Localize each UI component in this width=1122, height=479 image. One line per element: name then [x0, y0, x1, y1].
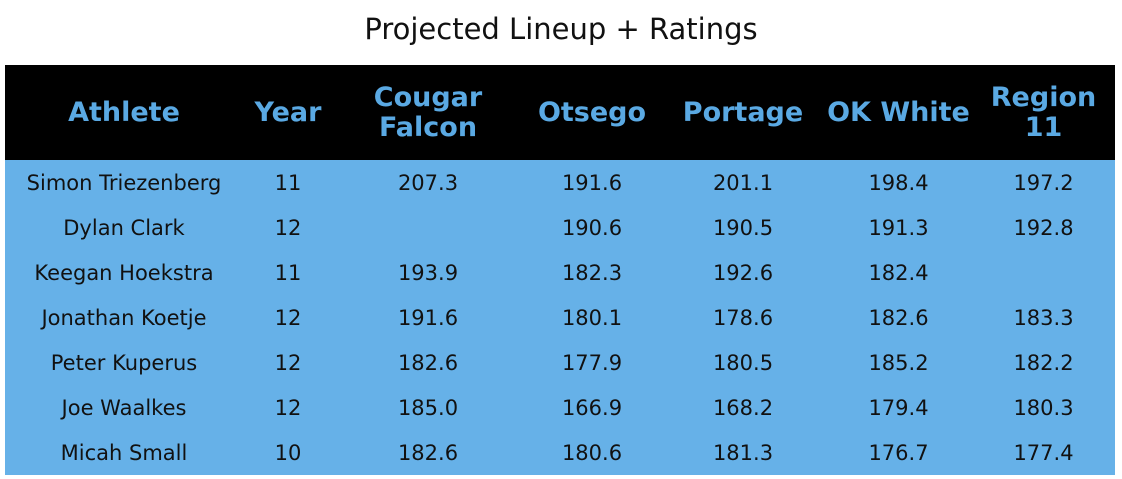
cell-ok-white: 185.2	[868, 350, 929, 375]
cell-year: 11	[274, 170, 302, 195]
cell-cougar-falcon	[333, 205, 523, 250]
cell-ok-white: 176.7	[868, 440, 929, 465]
column-header-ok-white: OK White	[827, 96, 970, 128]
cell-otsego: 191.6	[561, 170, 623, 195]
column-header-athlete: Athlete	[68, 96, 180, 128]
column-header-region-11: Region 11	[990, 81, 1097, 143]
cell-region-11: 183.3	[1013, 305, 1074, 330]
cell-region-11: 197.2	[1013, 170, 1074, 195]
cell-ok-white: 182.4	[868, 260, 929, 285]
cell-region-11	[972, 250, 1115, 295]
cell-otsego: 190.6	[561, 215, 623, 240]
cell-athlete: Dylan Clark	[63, 215, 185, 240]
cell-portage: 192.6	[712, 260, 774, 285]
cell-portage: 190.5	[712, 215, 774, 240]
column-header-otsego: Otsego	[537, 96, 647, 128]
cell-athlete: Keegan Hoekstra	[34, 260, 214, 285]
cell-year: 11	[274, 260, 302, 285]
column-header-portage: Portage	[682, 96, 804, 128]
cell-region-11: 192.8	[1013, 215, 1074, 240]
column-header-cougar-falcon: Cougar Falcon	[333, 65, 523, 160]
cell-year: 12	[274, 395, 302, 420]
cell-region-11: 180.3	[1013, 395, 1074, 420]
cell-athlete: Micah Small	[60, 440, 188, 465]
table-row: Micah Small 10 182.6 180.6 181.3 176.7 1…	[5, 430, 1115, 475]
cell-otsego: 180.6	[561, 440, 623, 465]
table-row: Simon Triezenberg 11 207.3 191.6 201.1 1…	[5, 160, 1115, 205]
table-row: Dylan Clark 12 190.6 190.5 191.3 192.8	[5, 205, 1115, 250]
cell-year: 12	[274, 305, 302, 330]
table-row: Joe Waalkes 12 185.0 166.9 168.2 179.4 1…	[5, 385, 1115, 430]
cell-otsego: 182.3	[561, 260, 623, 285]
cell-portage: 178.6	[712, 305, 774, 330]
cell-region-11: 182.2	[1013, 350, 1074, 375]
table-row: Keegan Hoekstra 11 193.9 182.3 192.6 182…	[5, 250, 1115, 295]
column-header-year: Year	[254, 96, 322, 128]
cell-region-11: 177.4	[1013, 440, 1074, 465]
cell-otsego: 177.9	[561, 350, 623, 375]
cell-athlete: Jonathan Koetje	[41, 305, 207, 330]
cell-ok-white: 198.4	[868, 170, 929, 195]
cell-portage: 180.5	[712, 350, 774, 375]
column-header-cougar-falcon-label: Cougar Falcon	[373, 81, 483, 143]
page-title: Projected Lineup + Ratings	[364, 12, 758, 46]
cell-ok-white: 182.6	[868, 305, 929, 330]
cell-cougar-falcon: 193.9	[397, 260, 459, 285]
cell-cougar-falcon: 182.6	[397, 350, 459, 375]
cell-ok-white: 191.3	[868, 215, 929, 240]
cell-portage: 201.1	[712, 170, 774, 195]
cell-ok-white: 179.4	[868, 395, 929, 420]
cell-athlete: Peter Kuperus	[50, 350, 198, 375]
cell-cougar-falcon: 191.6	[397, 305, 459, 330]
cell-portage: 168.2	[712, 395, 774, 420]
lineup-table: Athlete Year Cougar Falcon Otsego Portag…	[5, 65, 1115, 475]
table-row: Peter Kuperus 12 182.6 177.9 180.5 185.2…	[5, 340, 1115, 385]
cell-cougar-falcon: 207.3	[397, 170, 459, 195]
cell-athlete: Simon Triezenberg	[26, 170, 222, 195]
cell-cougar-falcon: 182.6	[397, 440, 459, 465]
table-body: Simon Triezenberg 11 207.3 191.6 201.1 1…	[5, 160, 1115, 475]
cell-otsego: 166.9	[561, 395, 623, 420]
cell-year: 12	[274, 215, 302, 240]
table-header-row: Athlete Year Cougar Falcon Otsego Portag…	[5, 65, 1115, 160]
cell-otsego: 180.1	[561, 305, 623, 330]
table-row: Jonathan Koetje 12 191.6 180.1 178.6 182…	[5, 295, 1115, 340]
cell-year: 12	[274, 350, 302, 375]
cell-cougar-falcon: 185.0	[397, 395, 459, 420]
cell-year: 10	[274, 440, 302, 465]
cell-athlete: Joe Waalkes	[61, 395, 187, 420]
cell-portage: 181.3	[712, 440, 774, 465]
